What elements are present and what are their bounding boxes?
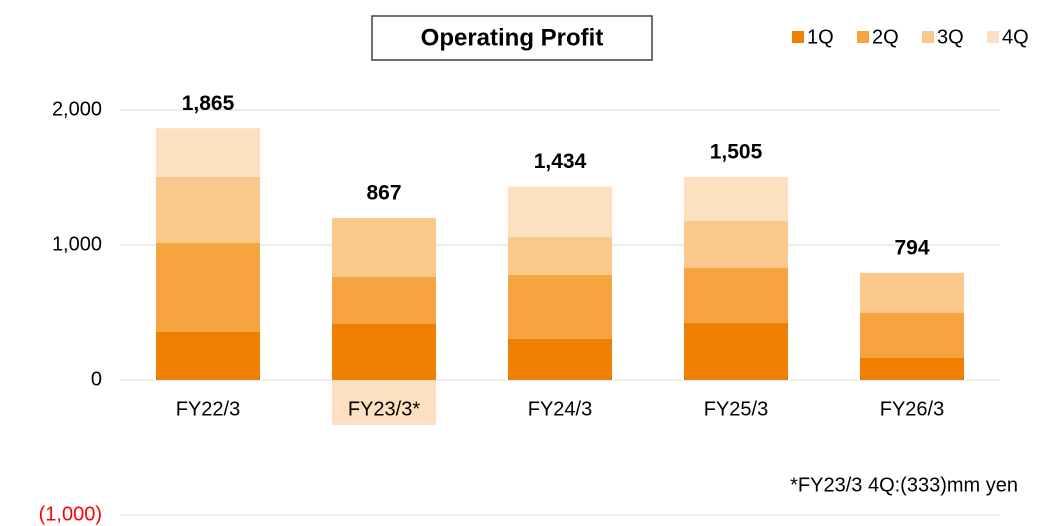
bar-segment xyxy=(684,323,788,380)
bar-segment xyxy=(156,331,260,380)
bar-segment xyxy=(332,218,436,277)
bar-segment xyxy=(508,237,612,275)
chart-title: Operating Profit xyxy=(421,24,604,51)
y-tick-label: 2,000 xyxy=(52,98,102,120)
legend-label: 1Q xyxy=(807,26,834,48)
total-label: 867 xyxy=(366,182,401,205)
labels: (1,000) 0 1,000 2,000 FY22/3 1,865 FY23/3* 867 F… xyxy=(39,26,1029,525)
x-tick-label: FY26/3 xyxy=(880,398,944,420)
bars xyxy=(156,128,964,425)
x-tick-label: FY23/3* xyxy=(348,398,420,420)
legend-swatch xyxy=(792,31,804,43)
bar-segment xyxy=(508,186,612,238)
legend-label: 2Q xyxy=(872,26,899,48)
x-tick-label: FY25/3 xyxy=(704,398,768,420)
total-label: 794 xyxy=(894,236,929,259)
bar-segment xyxy=(156,176,260,243)
bar-segment xyxy=(684,267,788,324)
title-box xyxy=(371,15,653,61)
bar-segment xyxy=(508,274,612,339)
legend-swatch xyxy=(857,31,869,43)
legend-swatch xyxy=(922,31,934,43)
bar-segment xyxy=(332,323,436,380)
x-tick-label: FY22/3 xyxy=(176,398,240,420)
x-tick-label: FY24/3 xyxy=(528,398,592,420)
total-label: 1,434 xyxy=(534,150,587,173)
annotation: *FY23/3 4Q:(333)mm yen xyxy=(790,474,1018,496)
legend-label: 3Q xyxy=(937,26,964,48)
total-label: 1,865 xyxy=(182,92,235,115)
total-label: 1,505 xyxy=(710,140,763,163)
bar-segment xyxy=(684,176,788,221)
bar-segment xyxy=(860,272,964,314)
bar-segment xyxy=(156,128,260,177)
bar-segment xyxy=(332,380,436,425)
legend-swatch xyxy=(987,31,999,43)
bar-segment xyxy=(508,338,612,380)
bar-segment xyxy=(684,220,788,268)
legend-label: 4Q xyxy=(1002,26,1029,48)
y-tick-label: (1,000) xyxy=(39,503,102,525)
bar-segment xyxy=(860,313,964,358)
bar-segment xyxy=(156,242,260,332)
bar-segment xyxy=(332,276,436,324)
y-tick-label: 0 xyxy=(91,368,102,390)
bar-segment xyxy=(860,357,964,380)
y-tick-label: 1,000 xyxy=(52,233,102,255)
